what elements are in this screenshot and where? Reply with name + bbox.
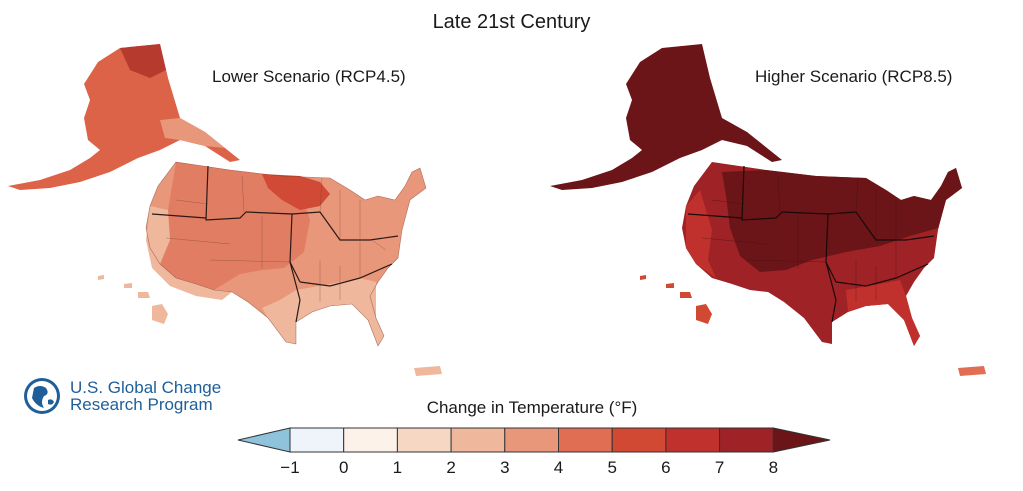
legend-bin-3 — [396, 427, 452, 453]
hawaii-lower — [98, 275, 168, 324]
panel-label-higher-scenario: Higher Scenario (RCP8.5) — [755, 67, 953, 86]
logo-line-2: Research Program — [70, 395, 213, 414]
legend-tick-label: 5 — [607, 458, 617, 477]
legend-arrow-low — [237, 427, 291, 453]
logo-line-1: U.S. Global Change — [70, 378, 222, 397]
legend-bin-7 — [611, 427, 667, 453]
puerto-rico-lower — [414, 366, 442, 376]
usgcrp-logo: U.S. Global Change Research Program — [22, 376, 221, 416]
figure-title: Late 21st Century — [432, 11, 591, 33]
legend-bin-1 — [289, 427, 345, 453]
legend-tick-label: 1 — [392, 458, 403, 477]
alaska-higher — [550, 44, 782, 190]
conus-higher — [682, 162, 962, 346]
legend-tick-label: 6 — [661, 458, 671, 477]
conus-lower — [145, 161, 427, 347]
legend-tick-label: 4 — [553, 458, 564, 477]
legend-title: Change in Temperature (°F) — [426, 398, 638, 417]
legend-bin-6 — [558, 427, 613, 453]
legend-bin-2 — [343, 427, 398, 453]
legend-arrow-high — [772, 427, 831, 453]
legend-tick-label: 3 — [500, 458, 510, 477]
legend-tick-label: 0 — [338, 458, 349, 477]
hawaii-higher — [640, 275, 712, 324]
legend-bin-8 — [665, 427, 721, 453]
puerto-rico-higher — [958, 366, 986, 376]
legend-bin-5 — [504, 427, 559, 453]
legend-bin-4 — [450, 427, 506, 453]
alaska-lower — [8, 44, 240, 190]
legend-tick-label: −1 — [280, 458, 300, 477]
legend-tick-label: 2 — [446, 458, 456, 477]
panel-label-lower-scenario: Lower Scenario (RCP4.5) — [212, 67, 406, 86]
legend-bin-9 — [719, 427, 774, 453]
globe-icon — [24, 378, 60, 414]
legend-tick-label: 7 — [714, 458, 725, 477]
legend-tick-label: 8 — [768, 458, 779, 477]
